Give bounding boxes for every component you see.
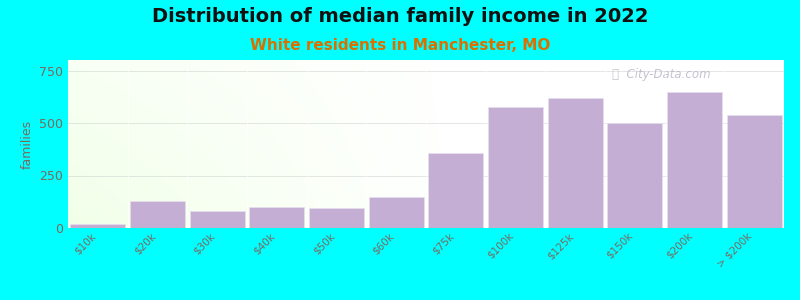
Text: White residents in Manchester, MO: White residents in Manchester, MO <box>250 38 550 52</box>
Bar <box>667 92 722 228</box>
Bar <box>369 196 424 228</box>
Bar <box>726 115 782 228</box>
Text: ⓘ  City-Data.com: ⓘ City-Data.com <box>612 68 710 81</box>
Bar <box>70 224 126 228</box>
Bar <box>130 201 185 228</box>
Bar <box>190 211 245 228</box>
Bar <box>428 153 483 228</box>
Bar <box>548 98 602 228</box>
Text: Distribution of median family income in 2022: Distribution of median family income in … <box>152 8 648 26</box>
Bar <box>250 207 304 228</box>
Bar <box>607 123 662 228</box>
Bar <box>309 208 364 228</box>
Bar <box>488 107 543 228</box>
Y-axis label: families: families <box>21 119 34 169</box>
